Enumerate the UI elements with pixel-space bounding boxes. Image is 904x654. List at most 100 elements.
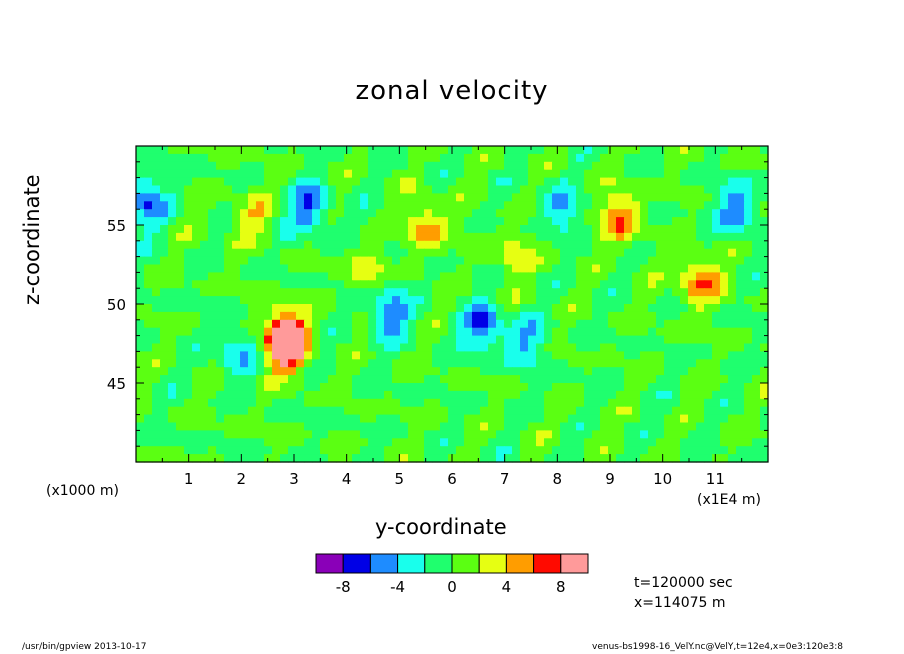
heatmap-cell (224, 335, 233, 345)
heatmap-cell (360, 209, 369, 218)
heatmap-cell (256, 169, 265, 179)
heatmap-cell (664, 406, 673, 416)
heatmap-cell (576, 383, 585, 392)
heatmap-cell (624, 430, 633, 439)
heatmap-cell (328, 185, 337, 194)
heatmap-cell (672, 327, 681, 337)
heatmap-cell (384, 272, 393, 281)
heatmap-cell (152, 406, 161, 416)
heatmap-cell (224, 422, 233, 431)
heatmap-cell (400, 193, 409, 202)
heatmap-cell (648, 264, 657, 273)
heatmap-cell (584, 177, 593, 187)
heatmap-cell (296, 248, 305, 258)
heatmap-cell (224, 248, 233, 258)
heatmap-cell (496, 169, 505, 179)
heatmap-cell (600, 185, 609, 194)
heatmap-cell (680, 177, 689, 187)
heatmap-cell (760, 359, 769, 368)
heatmap-cell (664, 240, 673, 250)
heatmap-cell (280, 280, 289, 289)
heatmap-cell (368, 398, 377, 408)
heatmap-cell (592, 398, 601, 408)
heatmap-cell (456, 430, 465, 439)
heatmap-cell (240, 225, 249, 234)
heatmap-cell (304, 335, 313, 345)
heatmap-cell (528, 209, 537, 218)
heatmap-cell (336, 264, 345, 273)
heatmap-cell (592, 343, 601, 352)
heatmap-cell (432, 422, 441, 431)
heatmap-cell (528, 232, 537, 242)
heatmap-cell (560, 153, 569, 163)
heatmap-cell (344, 240, 353, 250)
heatmap-cell (720, 351, 729, 360)
heatmap-cell (456, 335, 465, 345)
heatmap-cell (328, 406, 337, 416)
heatmap-cell (296, 454, 305, 463)
heatmap-cell (648, 288, 657, 297)
heatmap-cell (232, 185, 241, 194)
heatmap-cell (288, 185, 297, 194)
heatmap-cell (368, 327, 377, 337)
heatmap-cell (336, 327, 345, 337)
heatmap-cell (552, 438, 561, 447)
heatmap-cell (552, 256, 561, 266)
heatmap-cell (648, 327, 657, 337)
heatmap-cell (600, 217, 609, 226)
heatmap-cell (136, 232, 145, 242)
heatmap-cell (568, 430, 577, 439)
heatmap-cell (400, 185, 409, 194)
heatmap-cell (600, 414, 609, 424)
heatmap-cell (384, 430, 393, 439)
heatmap-cell (216, 406, 225, 416)
heatmap-cell (152, 343, 161, 352)
heatmap-cell (312, 430, 321, 439)
heatmap-cell (280, 383, 289, 392)
heatmap-cell (648, 351, 657, 360)
heatmap-cell (600, 383, 609, 392)
heatmap-cell (624, 280, 633, 289)
heatmap-cell (344, 390, 353, 400)
heatmap-cell (136, 430, 145, 439)
heatmap-cell (264, 240, 273, 250)
heatmap-cell (656, 367, 665, 376)
heatmap-cell (352, 169, 361, 179)
heatmap-cell (576, 161, 585, 171)
heatmap-cell (536, 209, 545, 218)
heatmap-cell (272, 438, 281, 447)
heatmap-cell (344, 422, 353, 431)
heatmap-cell (384, 304, 393, 313)
heatmap-cell (664, 185, 673, 194)
heatmap-cell (392, 359, 401, 368)
heatmap-cell (672, 146, 681, 155)
heatmap-cell (680, 256, 689, 266)
heatmap-cell (216, 280, 225, 289)
heatmap-cell (344, 335, 353, 345)
heatmap-cell (208, 422, 217, 431)
heatmap-cell (160, 280, 169, 289)
heatmap-cell (152, 335, 161, 345)
colorbar: -8 -4 0 4 8 (315, 553, 589, 596)
heatmap-cell (752, 153, 761, 163)
heatmap-cell (472, 446, 481, 455)
heatmap-cell (672, 217, 681, 226)
heatmap-cell (392, 414, 401, 424)
heatmap-cell (152, 351, 161, 360)
heatmap-cell (576, 390, 585, 400)
heatmap-cell (656, 240, 665, 250)
heatmap-cell (240, 422, 249, 431)
heatmap-cell (760, 256, 769, 266)
heatmap-cell (480, 398, 489, 408)
heatmap-cell (672, 280, 681, 289)
heatmap-cell (200, 146, 209, 155)
heatmap-cell (432, 185, 441, 194)
heatmap-cell (144, 256, 153, 266)
heatmap-cell (288, 359, 297, 368)
heatmap-cell (456, 256, 465, 266)
heatmap-cell (616, 209, 625, 218)
heatmap-cell (488, 375, 497, 384)
heatmap-cell (216, 240, 225, 250)
heatmap-cell (752, 414, 761, 424)
y-tick-label: 50 (107, 296, 126, 314)
